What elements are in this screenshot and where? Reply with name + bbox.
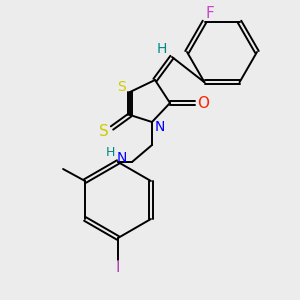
Text: N: N bbox=[117, 151, 127, 165]
Text: H: H bbox=[157, 42, 167, 56]
Text: I: I bbox=[116, 260, 120, 275]
Text: S: S bbox=[118, 80, 126, 94]
Text: H: H bbox=[105, 146, 115, 158]
Text: S: S bbox=[99, 124, 109, 140]
Text: O: O bbox=[197, 95, 209, 110]
Text: F: F bbox=[205, 6, 214, 21]
Text: N: N bbox=[155, 120, 165, 134]
